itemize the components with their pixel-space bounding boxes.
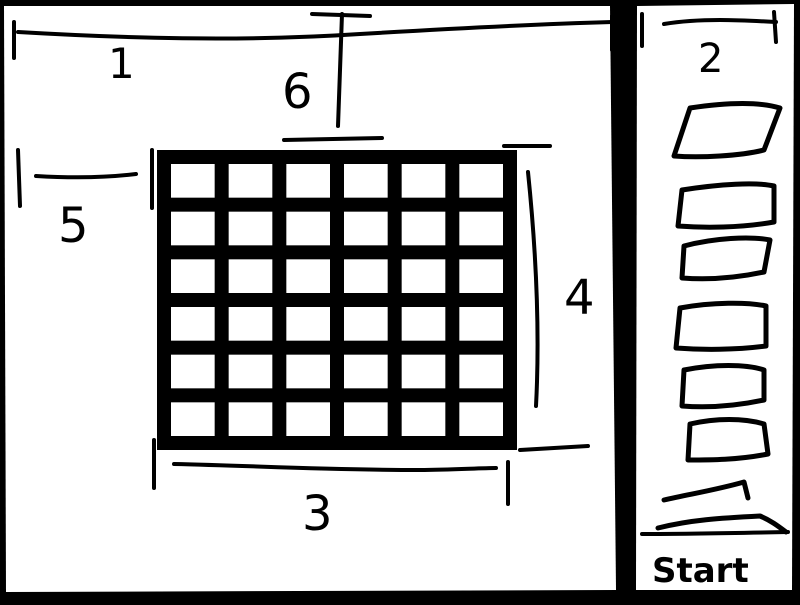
- grid-cell: [401, 402, 446, 436]
- dimension-1-label: 1: [108, 39, 135, 88]
- grid-cell: [459, 259, 503, 293]
- grid-cell: [401, 307, 446, 341]
- grid: [157, 150, 517, 450]
- grid-border: [157, 150, 517, 450]
- start-line: [640, 530, 790, 536]
- grid-cell: [401, 211, 446, 246]
- dimension-2-label: 2: [698, 36, 723, 82]
- sidebar-item: [661, 479, 751, 503]
- grid-cell: [344, 354, 388, 389]
- grid-cell: [286, 259, 330, 293]
- sidebar-item: [679, 363, 767, 410]
- grid-cell: [228, 354, 273, 389]
- dimension-4-label: 4: [564, 270, 595, 326]
- grid-cell: [228, 164, 273, 198]
- grid-cell: [286, 211, 330, 246]
- sidebar-item: [675, 181, 777, 230]
- dimension-3-label: 3: [302, 486, 333, 542]
- grid-cell: [286, 402, 330, 436]
- dimension-3-line: [152, 438, 510, 506]
- grid-cell: [459, 211, 503, 246]
- grid-cell: [171, 259, 215, 293]
- dimension-2-line: [640, 10, 778, 48]
- start-label: Start: [652, 551, 749, 591]
- grid-cell: [171, 307, 215, 341]
- dimension-4-line: [502, 144, 590, 452]
- grid-cell: [344, 211, 388, 246]
- sidebar-item: [685, 417, 771, 463]
- grid-cell: [344, 307, 388, 341]
- sidebar-list: [655, 101, 789, 535]
- grid-cell: [228, 307, 273, 341]
- dimension-6-line: [282, 12, 384, 142]
- dimension-6-label: 6: [282, 64, 313, 120]
- grid-cell: [286, 354, 330, 389]
- grid-cell: [286, 164, 330, 198]
- grid-cell: [171, 402, 215, 436]
- sidebar-item: [671, 101, 783, 160]
- grid-cell: [171, 211, 215, 246]
- grid-cell: [228, 211, 273, 246]
- grid-cell: [459, 164, 503, 198]
- grid-cell: [344, 164, 388, 198]
- grid-cell: [459, 402, 503, 436]
- grid-cell: [344, 259, 388, 293]
- side-panel: [636, 4, 794, 590]
- grid-cell: [171, 164, 215, 198]
- dimension-1-line: [12, 14, 614, 60]
- grid-cell: [344, 402, 388, 436]
- grid-cell: [459, 307, 503, 341]
- dimension-5-line: [16, 148, 154, 210]
- dimension-5-label: 5: [58, 198, 89, 254]
- grid-cell: [401, 259, 446, 293]
- grid-cell: [228, 259, 273, 293]
- grid-cell: [286, 307, 330, 341]
- grid-cell: [459, 354, 503, 389]
- sidebar-item: [655, 513, 789, 535]
- grid-cell: [171, 354, 215, 389]
- grid-cell: [228, 402, 273, 436]
- sidebar-item: [679, 235, 773, 282]
- sidebar-item: [673, 300, 769, 352]
- grid-cell: [401, 164, 446, 198]
- grid-cell: [401, 354, 446, 389]
